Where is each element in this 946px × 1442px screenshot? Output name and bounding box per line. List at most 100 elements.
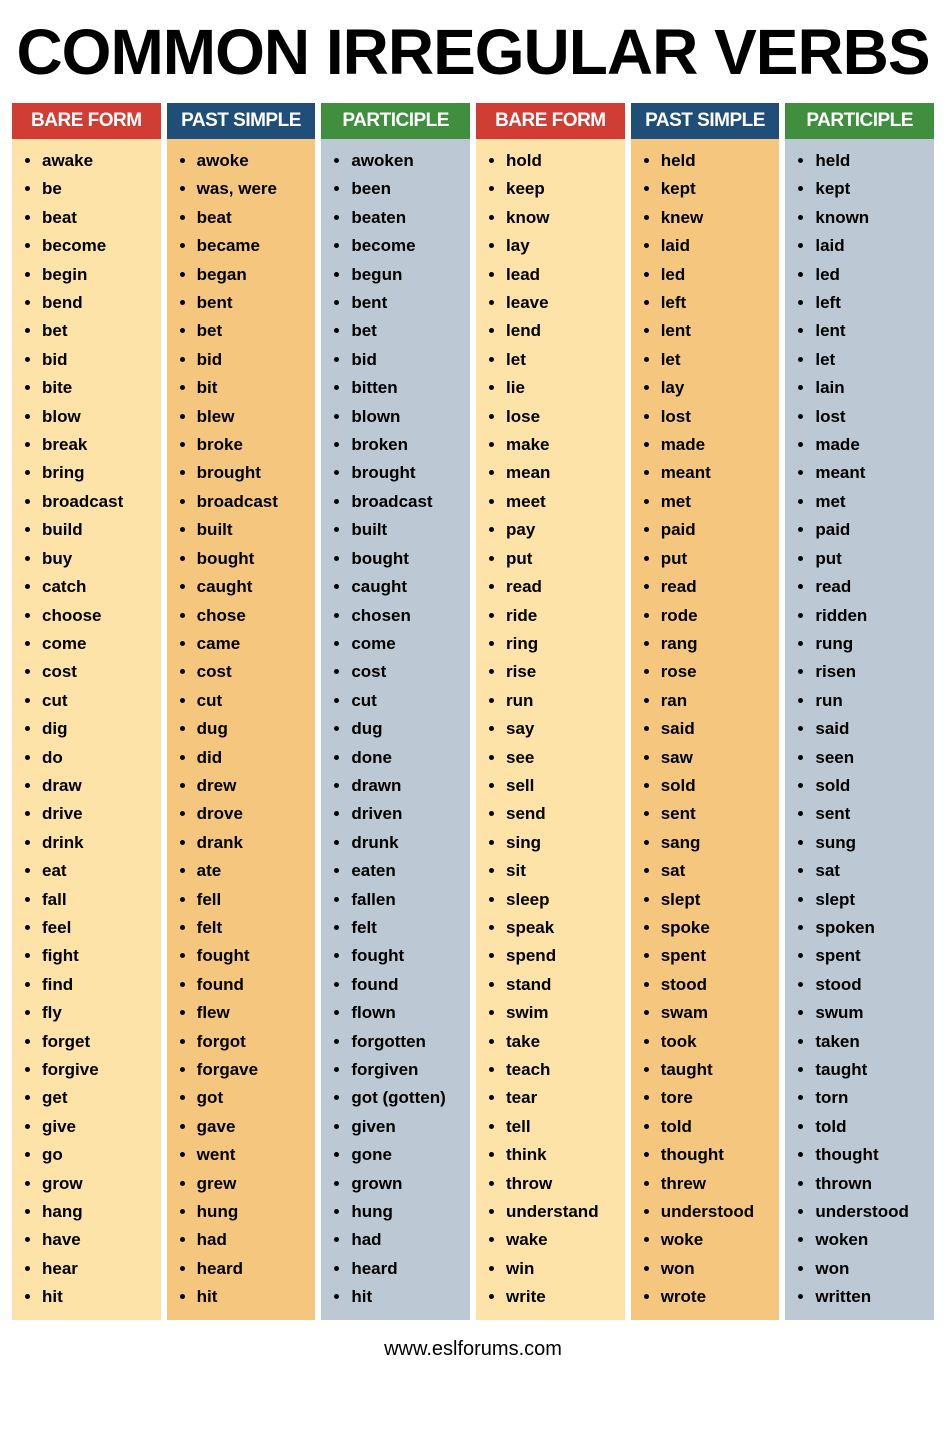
verb-item: put	[815, 545, 930, 573]
column-body: heldkeptknownlaidledleftlentletlainlostm…	[785, 139, 934, 1320]
verb-item: beaten	[351, 204, 466, 232]
column-body: holdkeepknowlayleadleavelendletlielosema…	[476, 139, 625, 1320]
verb-item: lent	[815, 317, 930, 345]
verb-item: sang	[661, 829, 776, 857]
verb-item: let	[661, 346, 776, 374]
verb-item: forgive	[42, 1056, 157, 1084]
verb-item: told	[661, 1113, 776, 1141]
verb-item: drank	[197, 829, 312, 857]
verb-item: bring	[42, 459, 157, 487]
verb-item: made	[661, 431, 776, 459]
column-header: PAST SIMPLE	[167, 103, 316, 139]
verb-item: brought	[351, 459, 466, 487]
verb-item: caught	[197, 573, 312, 601]
verb-item: fallen	[351, 886, 466, 914]
verb-item: build	[42, 516, 157, 544]
verb-item: won	[661, 1255, 776, 1283]
verb-item: awoken	[351, 147, 466, 175]
verb-item: dug	[197, 715, 312, 743]
verb-item: put	[661, 545, 776, 573]
verb-item: meant	[815, 459, 930, 487]
verb-item: took	[661, 1028, 776, 1056]
verb-item: led	[661, 261, 776, 289]
verb-list: awakebebeatbecomebeginbendbetbidbiteblow…	[32, 147, 157, 1312]
verb-item: wrote	[661, 1283, 776, 1311]
verb-item: become	[351, 232, 466, 260]
verb-item: laid	[661, 232, 776, 260]
page-title: COMMON IRREGULAR VERBS	[12, 15, 934, 89]
verb-item: fly	[42, 999, 157, 1027]
verb-item: begin	[42, 261, 157, 289]
verb-item: catch	[42, 573, 157, 601]
verb-item: lead	[506, 261, 621, 289]
verb-item: stood	[661, 971, 776, 999]
verb-item: thrown	[815, 1170, 930, 1198]
verb-item: laid	[815, 232, 930, 260]
verb-item: hung	[351, 1198, 466, 1226]
verb-item: have	[42, 1226, 157, 1254]
verb-item: hit	[197, 1283, 312, 1311]
verb-item: bite	[42, 374, 157, 402]
verb-list: awokenbeenbeatenbecomebegunbentbetbidbit…	[341, 147, 466, 1312]
verb-item: rung	[815, 630, 930, 658]
column-body: awakebebeatbecomebeginbendbetbidbiteblow…	[12, 139, 161, 1320]
verb-item: know	[506, 204, 621, 232]
verb-item: kept	[661, 175, 776, 203]
verb-item: made	[815, 431, 930, 459]
verb-item: let	[815, 346, 930, 374]
column-body: awokenbeenbeatenbecomebegunbentbetbidbit…	[321, 139, 470, 1320]
column-header: BARE FORM	[476, 103, 625, 139]
verb-item: swim	[506, 999, 621, 1027]
verb-item: won	[815, 1255, 930, 1283]
verb-item: said	[815, 715, 930, 743]
verb-item: caught	[351, 573, 466, 601]
column-2: PARTICIPLEawokenbeenbeatenbecomebegunben…	[321, 103, 470, 1320]
verb-item: forgave	[197, 1056, 312, 1084]
verb-item: tell	[506, 1113, 621, 1141]
verb-item: break	[42, 431, 157, 459]
verb-item: give	[42, 1113, 157, 1141]
verb-item: go	[42, 1141, 157, 1169]
verb-item: taken	[815, 1028, 930, 1056]
verb-item: stand	[506, 971, 621, 999]
verb-item: send	[506, 800, 621, 828]
verb-item: understand	[506, 1198, 621, 1226]
verb-list: holdkeepknowlayleadleavelendletlielosema…	[496, 147, 621, 1312]
verb-item: met	[661, 488, 776, 516]
verb-item: drive	[42, 800, 157, 828]
verb-item: rise	[506, 658, 621, 686]
verb-item: do	[42, 744, 157, 772]
verb-item: grow	[42, 1170, 157, 1198]
verb-item: slept	[815, 886, 930, 914]
verb-item: bet	[42, 317, 157, 345]
verb-item: forgotten	[351, 1028, 466, 1056]
verb-item: saw	[661, 744, 776, 772]
verb-item: think	[506, 1141, 621, 1169]
verb-item: hear	[42, 1255, 157, 1283]
verb-item: flown	[351, 999, 466, 1027]
verb-item: swam	[661, 999, 776, 1027]
verb-item: say	[506, 715, 621, 743]
verb-item: broken	[351, 431, 466, 459]
verb-item: heard	[197, 1255, 312, 1283]
verb-item: swum	[815, 999, 930, 1027]
verb-item: ridden	[815, 602, 930, 630]
verb-item: went	[197, 1141, 312, 1169]
infographic-container: COMMON IRREGULAR VERBS BARE FORM awakebeb…	[0, 0, 946, 1376]
verb-item: thought	[815, 1141, 930, 1169]
verb-item: paid	[815, 516, 930, 544]
verb-item: win	[506, 1255, 621, 1283]
column-header: PAST SIMPLE	[631, 103, 780, 139]
verb-item: forget	[42, 1028, 157, 1056]
verb-item: put	[506, 545, 621, 573]
column-header: BARE FORM	[12, 103, 161, 139]
verb-item: kept	[815, 175, 930, 203]
verb-list: heldkeptknownlaidledleftlentletlainlostm…	[805, 147, 930, 1312]
verb-item: rang	[661, 630, 776, 658]
verb-item: came	[197, 630, 312, 658]
verb-item: bid	[197, 346, 312, 374]
verb-item: left	[661, 289, 776, 317]
verb-item: bid	[42, 346, 157, 374]
verb-item: beat	[197, 204, 312, 232]
verb-item: left	[815, 289, 930, 317]
